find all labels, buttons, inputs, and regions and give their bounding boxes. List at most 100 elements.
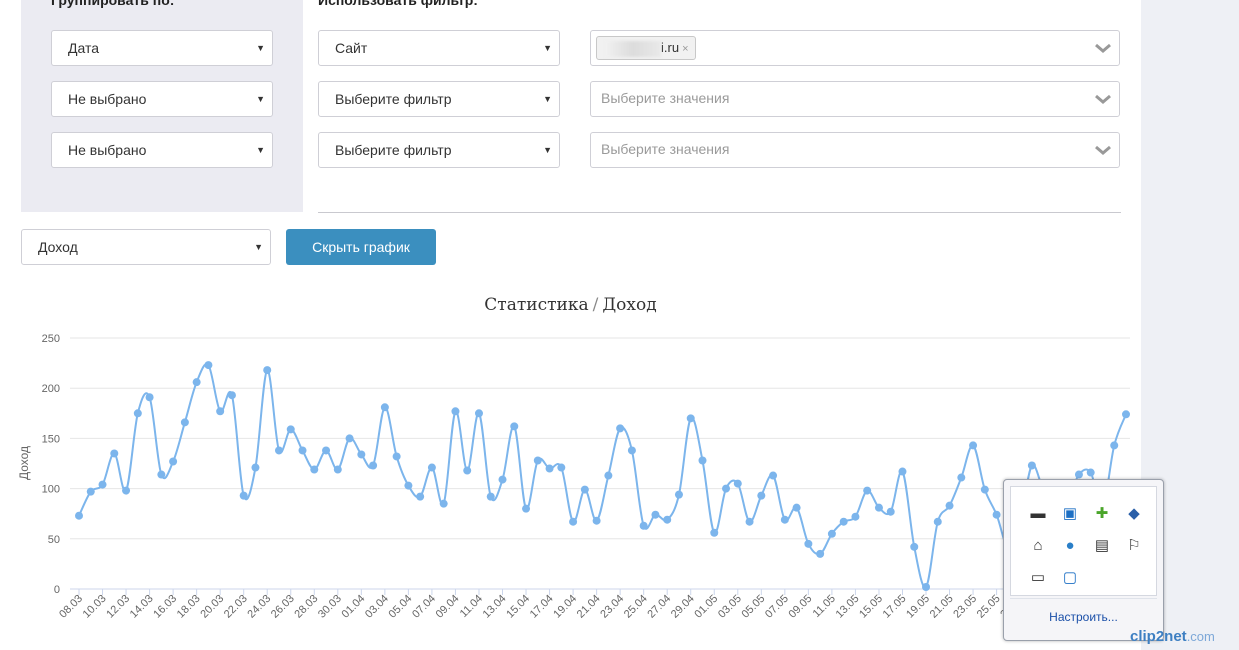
data-point	[169, 457, 178, 466]
data-point	[839, 517, 848, 526]
filter-divider	[318, 212, 1121, 213]
data-point	[886, 507, 895, 516]
caret-down-icon: ▼	[256, 145, 265, 155]
data-point	[674, 490, 683, 499]
caret-down-icon: ▼	[543, 43, 552, 53]
caret-down-icon: ▼	[254, 242, 263, 252]
tray-overflow-popup: ▬ ▣ ✚ ◆ ⌂ ● ▤ ⚐ ▭ ▢ Настроить...	[1003, 479, 1164, 641]
data-point	[180, 418, 189, 427]
data-point	[498, 475, 507, 484]
screen-capture-icon[interactable]: ▭	[1030, 569, 1046, 586]
data-point	[604, 471, 613, 480]
data-point	[533, 456, 542, 465]
data-point	[698, 456, 707, 465]
document-plus-icon[interactable]: ▢	[1062, 569, 1078, 586]
data-point	[627, 446, 636, 455]
chevron-down-icon	[1095, 94, 1111, 104]
tag-remove-icon[interactable]: ×	[682, 43, 689, 55]
group-select-1-value: Дата	[68, 40, 100, 56]
data-point	[757, 491, 766, 500]
x-tick-label: 17.05	[881, 593, 909, 621]
filter-type-select-1-value: Сайт	[335, 40, 368, 56]
group-select-2-value: Не выбрано	[68, 91, 147, 107]
data-point	[910, 542, 919, 551]
caret-down-icon: ▼	[543, 145, 552, 155]
x-tick-label: 15.04	[504, 593, 532, 621]
data-point	[322, 446, 331, 455]
x-tick-label: 27.04	[645, 593, 673, 621]
data-point	[874, 503, 883, 512]
data-point	[639, 521, 648, 530]
y-axis-label: Доход	[17, 446, 31, 480]
data-point	[474, 409, 483, 418]
data-point	[957, 473, 966, 482]
chevron-down-icon	[1095, 145, 1111, 155]
data-point	[992, 510, 1001, 519]
x-tick-label: 26.03	[269, 593, 297, 621]
data-point	[745, 517, 754, 526]
x-tick-label: 28.03	[292, 593, 320, 621]
popup-divider	[1010, 598, 1157, 599]
filter-type-select-3[interactable]: Выберите фильтр ▼	[318, 132, 560, 168]
data-point	[851, 512, 860, 521]
watermark-suffix: .com	[1186, 629, 1215, 644]
caret-down-icon: ▼	[543, 94, 552, 104]
monitor-icon[interactable]: ▬	[1030, 505, 1046, 522]
x-tick-label: 11.05	[811, 593, 838, 620]
x-tick-label: 20.03	[198, 593, 226, 621]
group-select-2[interactable]: Не выбрано ▼	[51, 81, 273, 117]
data-point	[86, 487, 95, 496]
data-point	[780, 515, 789, 524]
data-point	[286, 425, 295, 434]
y-tick-label: 150	[42, 433, 60, 445]
clipboard-icon[interactable]: ▤	[1094, 537, 1110, 554]
data-point	[945, 501, 954, 510]
site-tag: i.ru ×	[596, 36, 696, 60]
network-window-icon[interactable]: ▣	[1062, 505, 1078, 522]
metric-select[interactable]: Доход ▼	[21, 229, 271, 265]
filter-values-select-2[interactable]: Выберите значения	[590, 81, 1120, 117]
x-tick-label: 03.04	[363, 593, 391, 621]
data-point	[557, 463, 566, 472]
plus-shield-icon[interactable]: ✚	[1095, 505, 1109, 522]
filter-type-select-1[interactable]: Сайт ▼	[318, 30, 560, 66]
x-tick-label: 12.03	[104, 593, 132, 621]
chart-title: Статистика / Доход	[0, 295, 1141, 315]
data-point	[769, 471, 778, 480]
data-point	[133, 409, 142, 418]
metric-select-value: Доход	[38, 239, 78, 255]
data-point	[686, 414, 695, 423]
flag-icon[interactable]: ⚐	[1127, 537, 1141, 554]
data-point	[369, 461, 378, 470]
data-point	[157, 470, 166, 479]
clip2net-watermark: clip2net.com	[1130, 628, 1215, 645]
globe-icon[interactable]: ●	[1065, 537, 1075, 554]
x-tick-label: 17.04	[528, 593, 556, 621]
grouping-title: Группировать по:	[51, 0, 175, 8]
y-tick-label: 0	[54, 584, 60, 596]
x-tick-label: 01.05	[692, 593, 720, 621]
filter-values-select-1[interactable]: i.ru ×	[590, 30, 1120, 66]
filter-type-select-3-value: Выберите фильтр	[335, 142, 452, 158]
data-point	[1122, 410, 1130, 419]
data-point	[110, 449, 119, 458]
group-select-3[interactable]: Не выбрано ▼	[51, 132, 273, 168]
data-point	[204, 361, 213, 370]
x-tick-label: 05.05	[739, 593, 767, 621]
car-icon[interactable]: ◆	[1128, 505, 1140, 522]
data-point	[1086, 468, 1095, 477]
x-tick-label: 09.04	[434, 593, 462, 621]
configure-link[interactable]: Настроить...	[1049, 610, 1118, 624]
data-point	[1074, 470, 1083, 479]
filter-type-select-2[interactable]: Выберите фильтр ▼	[318, 81, 560, 117]
chart-title-part2: Доход	[602, 295, 657, 315]
home-upload-icon[interactable]: ⌂	[1033, 537, 1043, 554]
data-point	[1110, 441, 1119, 450]
hide-chart-button[interactable]: Скрыть график	[286, 229, 436, 265]
data-point	[486, 492, 495, 501]
x-tick-label: 07.05	[763, 593, 791, 621]
filter-values-select-3[interactable]: Выберите значения	[590, 132, 1120, 168]
data-point	[404, 481, 413, 490]
data-point	[298, 446, 307, 455]
group-select-1[interactable]: Дата ▼	[51, 30, 273, 66]
